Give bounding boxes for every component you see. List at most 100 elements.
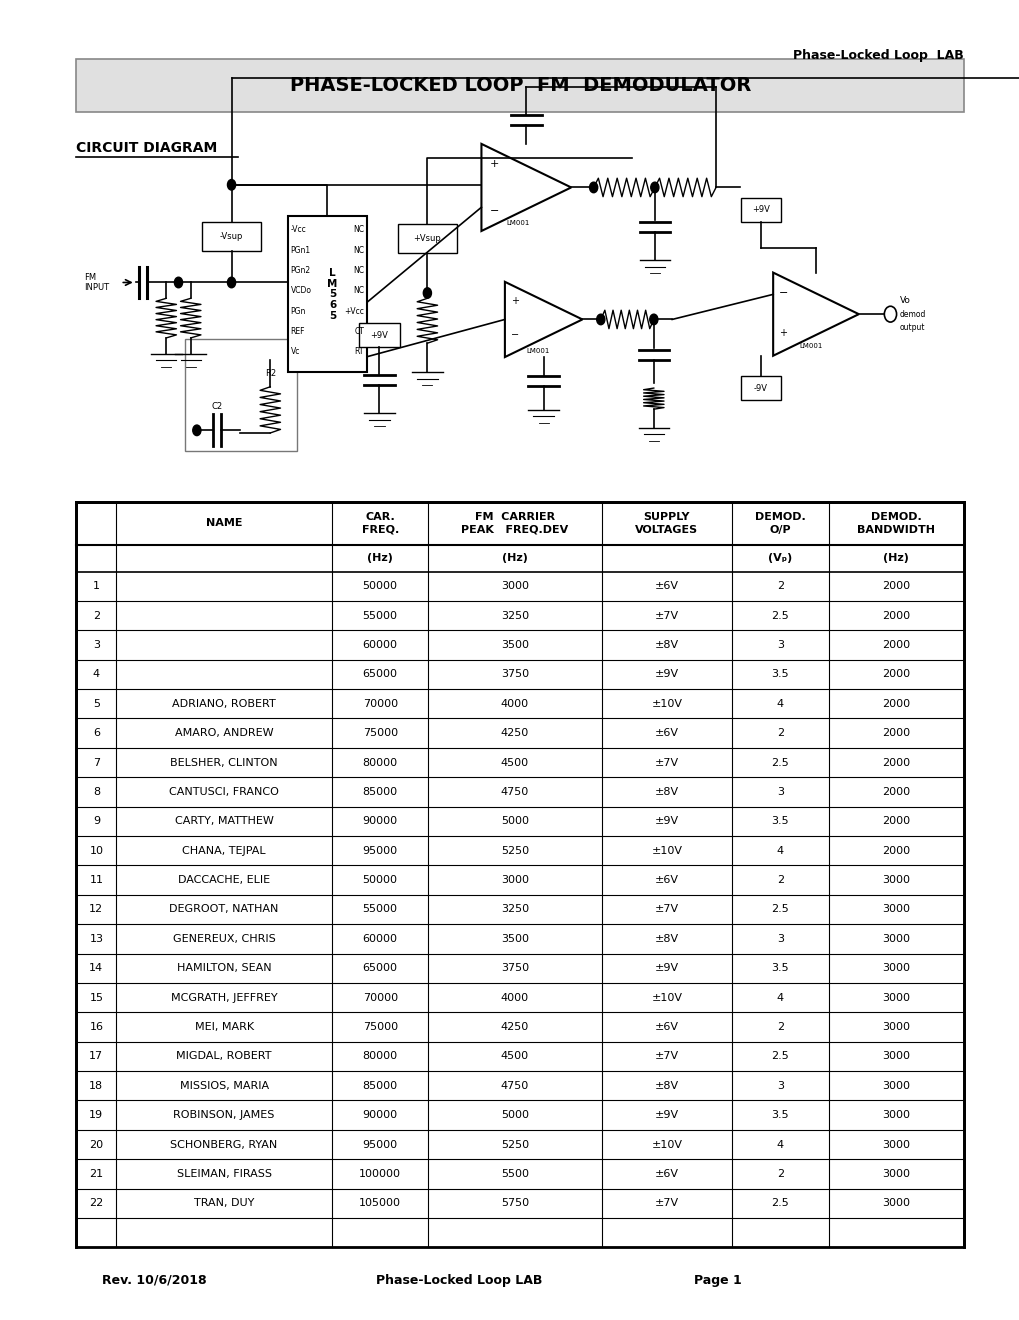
Text: PGn: PGn [290,306,306,315]
Text: 3: 3 [776,640,783,649]
Bar [76,502,963,1247]
Text: ±7V: ±7V [654,611,679,620]
Text: ±10V: ±10V [651,993,682,1003]
Text: 4250: 4250 [500,729,529,738]
Text: Vo: Vo [899,297,910,305]
Text: ROBINSON, JAMES: ROBINSON, JAMES [173,1110,274,1121]
Circle shape [650,182,658,193]
Text: 11: 11 [90,875,103,886]
Bar [287,216,367,372]
Text: 5750: 5750 [500,1199,529,1208]
Text: 75000: 75000 [363,729,397,738]
Text: 3: 3 [93,640,100,649]
Text: C2: C2 [212,401,222,411]
Text: CIRCUIT DIAGRAM: CIRCUIT DIAGRAM [76,141,217,156]
Text: ±7V: ±7V [654,1199,679,1208]
Text: 55000: 55000 [363,611,397,620]
Text: 80000: 80000 [363,758,397,767]
Text: 16: 16 [90,1022,103,1032]
Text: 4500: 4500 [500,1052,529,1061]
Text: 3000: 3000 [881,904,909,915]
Text: +: + [511,296,519,306]
Text: ±10V: ±10V [651,846,682,855]
Text: MCGRATH, JEFFREY: MCGRATH, JEFFREY [170,993,277,1003]
Text: +9V: +9V [751,206,769,214]
Text: ±6V: ±6V [654,729,679,738]
Text: ±7V: ±7V [654,904,679,915]
Text: NC: NC [353,286,364,296]
Circle shape [649,314,657,325]
Text: 2000: 2000 [881,787,909,797]
Text: Phase-Locked Loop LAB: Phase-Locked Loop LAB [375,1274,542,1287]
Text: ±8V: ±8V [654,933,679,944]
Text: 95000: 95000 [363,1139,397,1150]
Text: ±10V: ±10V [651,698,682,709]
Text: 95000: 95000 [363,846,397,855]
Text: 5500: 5500 [500,1170,529,1179]
Circle shape [423,288,431,298]
Text: 3000: 3000 [881,1170,909,1179]
Text: DEMOD.
BANDWIDTH: DEMOD. BANDWIDTH [856,512,934,535]
Text: CARTY, MATTHEW: CARTY, MATTHEW [174,816,273,826]
Text: 2.5: 2.5 [770,611,789,620]
Text: 5250: 5250 [500,1139,529,1150]
Text: 7: 7 [93,758,100,767]
Text: 4: 4 [776,846,784,855]
Text: 80000: 80000 [363,1052,397,1061]
Text: 1: 1 [93,581,100,591]
Text: 6: 6 [93,729,100,738]
Text: 2.5: 2.5 [770,1199,789,1208]
Text: SLEIMAN, FIRASS: SLEIMAN, FIRASS [176,1170,271,1179]
Text: 12: 12 [90,904,103,915]
Text: 3000: 3000 [500,875,529,886]
Text: 60000: 60000 [363,640,397,649]
Circle shape [193,425,201,436]
Text: TRAN, DUY: TRAN, DUY [194,1199,254,1208]
Text: (Vₚ): (Vₚ) [767,553,792,564]
Text: 3750: 3750 [500,669,529,680]
Text: NC: NC [353,246,364,255]
Text: 2.5: 2.5 [770,904,789,915]
Text: CT: CT [354,327,364,337]
Text: 3: 3 [776,1081,783,1090]
Text: 19: 19 [90,1110,103,1121]
Text: 2000: 2000 [881,611,909,620]
Text: REF: REF [290,327,305,337]
Text: RT: RT [355,347,364,356]
Text: ADRIANO, ROBERT: ADRIANO, ROBERT [172,698,276,709]
Text: 3.5: 3.5 [770,964,789,973]
Text: VCDo: VCDo [290,286,312,296]
Text: 75000: 75000 [363,1022,397,1032]
Text: 50000: 50000 [363,875,397,886]
Text: 9: 9 [93,816,100,826]
Text: ±10V: ±10V [651,1139,682,1150]
Text: −: − [489,206,498,216]
Text: (Hz): (Hz) [882,553,908,564]
Text: 17: 17 [90,1052,103,1061]
Text: 2000: 2000 [881,669,909,680]
Text: 2.5: 2.5 [770,1052,789,1061]
Text: +: + [489,158,498,169]
Text: 105000: 105000 [359,1199,400,1208]
FancyBboxPatch shape [202,222,261,251]
Text: ±9V: ±9V [654,1110,679,1121]
Text: ±9V: ±9V [654,669,679,680]
Circle shape [227,180,235,190]
Text: 85000: 85000 [363,1081,397,1090]
Text: 2: 2 [776,1022,784,1032]
Text: 4500: 4500 [500,758,529,767]
Text: 4250: 4250 [500,1022,529,1032]
Text: 3000: 3000 [881,993,909,1003]
FancyBboxPatch shape [76,59,963,112]
Text: DEGROOT, NATHAN: DEGROOT, NATHAN [169,904,278,915]
FancyBboxPatch shape [740,198,781,222]
Text: NAME: NAME [206,519,243,528]
Circle shape [596,314,604,325]
Text: GENEREUX, CHRIS: GENEREUX, CHRIS [172,933,275,944]
Text: PGn2: PGn2 [290,265,311,275]
Text: (Hz): (Hz) [367,553,392,564]
Text: LM001: LM001 [527,348,549,355]
FancyBboxPatch shape [740,376,781,400]
Text: LM001: LM001 [799,343,821,350]
Text: 14: 14 [90,964,103,973]
